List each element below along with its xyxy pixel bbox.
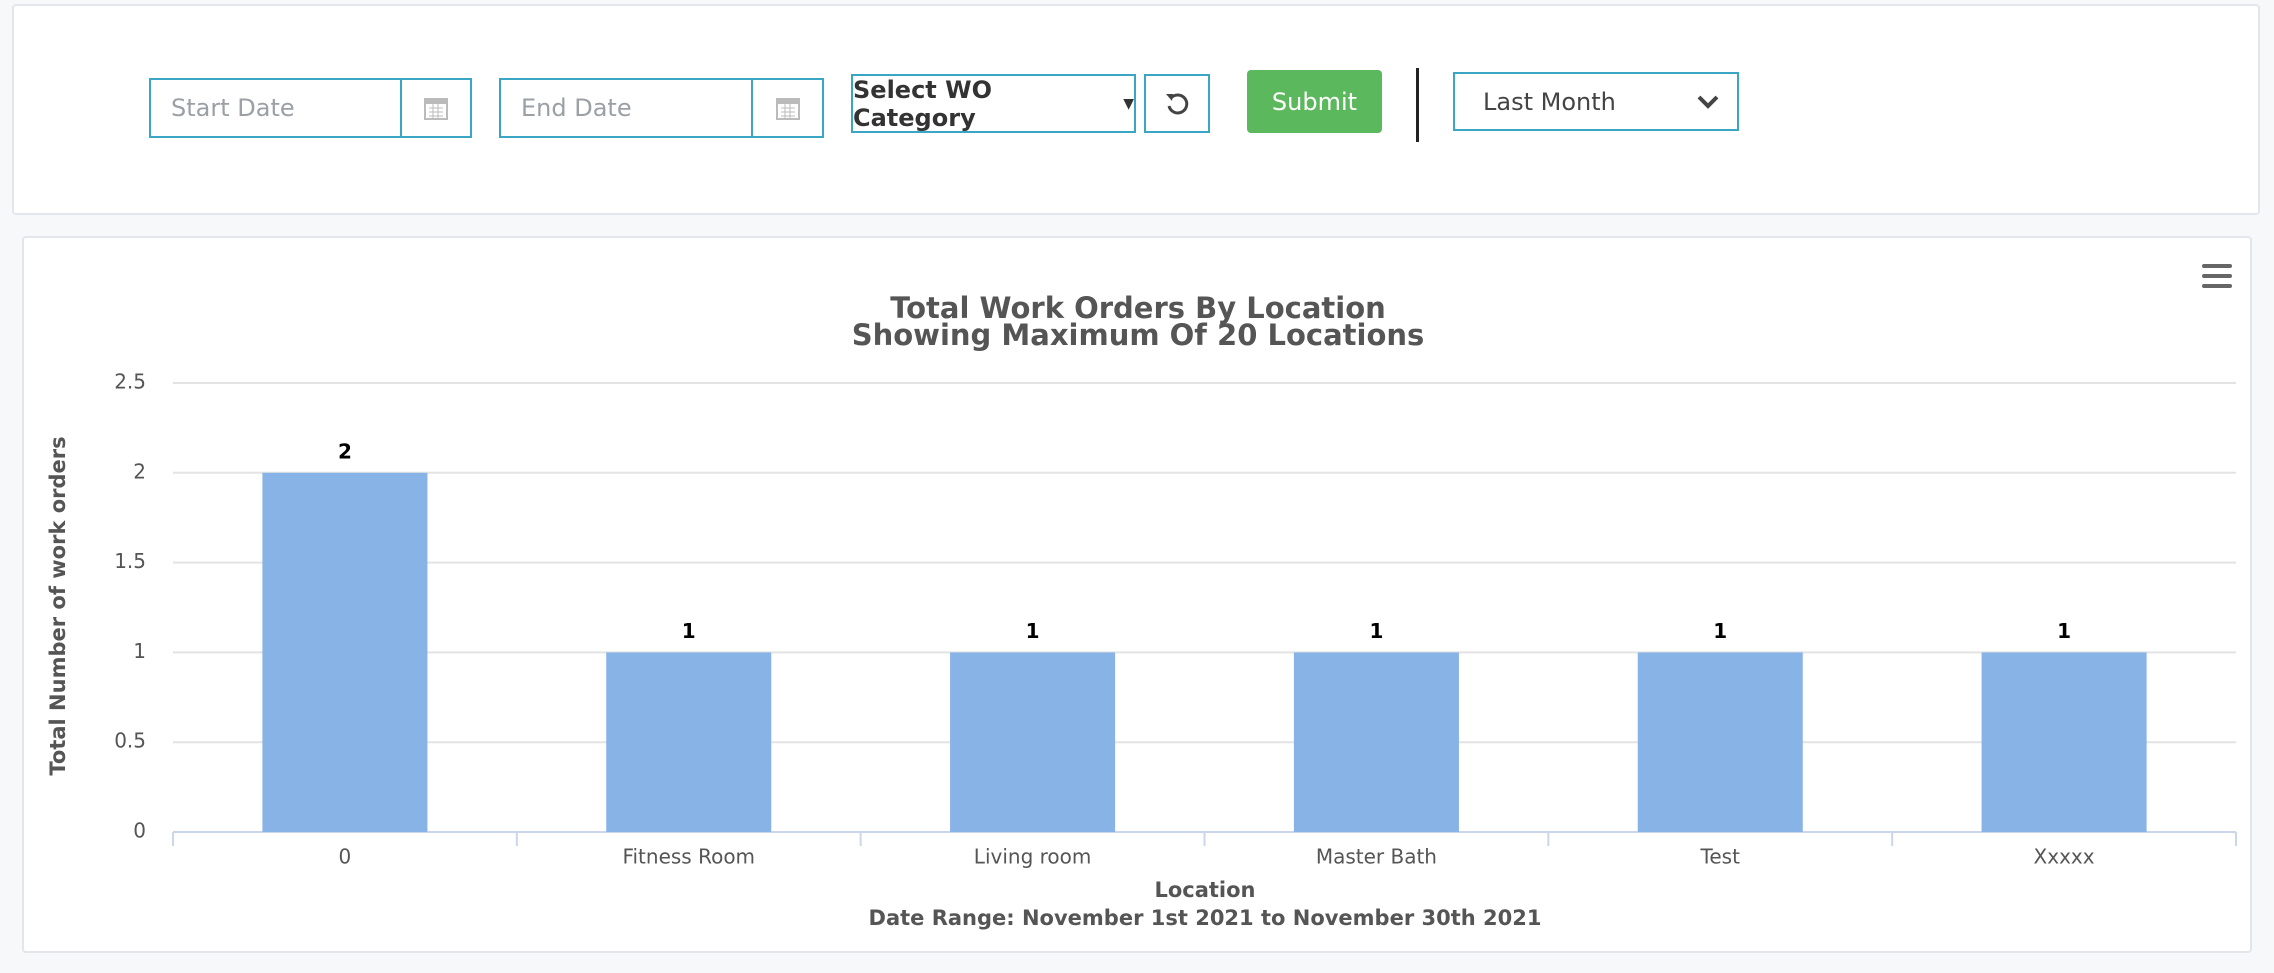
x-tick-label: Xxxxx: [2034, 845, 2095, 869]
data-label: 1: [2057, 619, 2071, 643]
bar: [1981, 652, 2147, 832]
placeholder: Start Date: [171, 94, 295, 122]
data-label: 2: [338, 439, 352, 463]
chevron: [1697, 95, 1719, 109]
caret: ▼: [1123, 95, 1134, 112]
data-label: 1: [1713, 619, 1727, 643]
bar: [950, 652, 1116, 832]
y-tick-label: 0.5: [114, 729, 146, 753]
x-axis-subtitle: Date Range: November 1st 2021 to Novembe…: [869, 906, 1542, 930]
reset-icon: [1166, 92, 1189, 114]
y-axis-title: Total Number of work orders: [46, 436, 70, 775]
chart-title: Total Work Orders By Location: [890, 291, 1386, 325]
reset-button[interactable]: [1144, 74, 1210, 133]
category-dropdown[interactable]: Select WO Category ▼: [851, 74, 1136, 133]
calendar-icon: [775, 98, 800, 120]
data-label: 1: [1369, 619, 1383, 643]
chart-subtitle: Showing Maximum Of 20 Locations: [852, 318, 1425, 352]
x-tick-label: Fitness Room: [622, 845, 755, 869]
x-tick-label: Test: [1700, 845, 1741, 869]
button-label: Submit: [1271, 87, 1358, 116]
x-tick-label: 0: [339, 845, 352, 869]
y-tick-label: 2.5: [114, 370, 146, 394]
data-label: 1: [1026, 619, 1040, 643]
x-tick-label: Master Bath: [1316, 845, 1437, 869]
calendar-button[interactable]: [400, 78, 472, 138]
y-tick-label: 1.5: [114, 549, 146, 573]
calendar-icon: [424, 98, 448, 120]
start-date-input[interactable]: Start Date: [149, 78, 403, 138]
button-label: Select WO Category: [853, 75, 992, 132]
y-tick-label: 0: [133, 819, 146, 843]
calendar-button[interactable]: [751, 78, 824, 138]
selected-option: Last Month: [1483, 87, 1616, 116]
data-label: 1: [682, 619, 696, 643]
x-axis-title: Location: [1154, 878, 1255, 902]
range-select[interactable]: Last Month: [1453, 72, 1739, 131]
y-tick-label: 1: [133, 639, 146, 663]
placeholder: End Date: [521, 94, 632, 122]
bar: [262, 472, 428, 832]
x-tick-label: Living room: [974, 845, 1092, 869]
bar: [1637, 652, 1803, 832]
y-tick-label: 2: [133, 459, 146, 483]
bar: [1293, 652, 1459, 832]
bar: [606, 652, 772, 832]
submit-button[interactable]: Submit: [1247, 70, 1382, 133]
menu-icon[interactable]: [2202, 264, 2232, 288]
divider: [1416, 68, 1419, 142]
